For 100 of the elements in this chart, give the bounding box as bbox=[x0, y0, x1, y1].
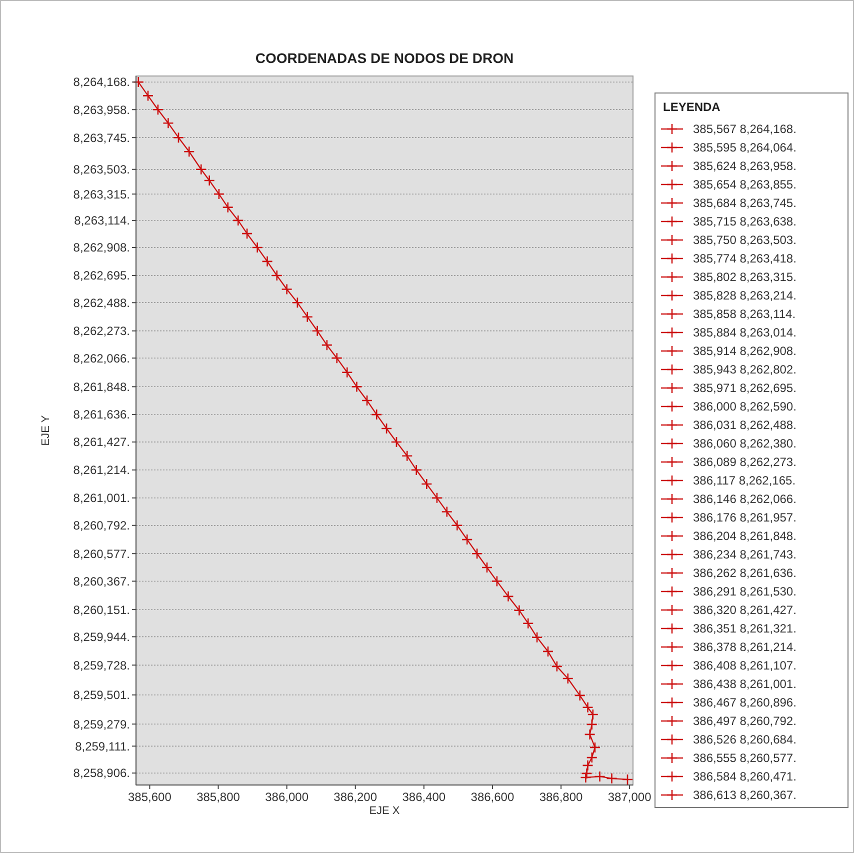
point bbox=[370, 408, 382, 420]
legend-label: 386,262 8,261,636. bbox=[693, 566, 796, 580]
point bbox=[142, 90, 154, 102]
legend-label: 386,555 8,260,577. bbox=[693, 751, 796, 766]
point bbox=[584, 728, 596, 740]
point bbox=[586, 752, 598, 764]
legend-label: 385,595 8,264,064. bbox=[693, 140, 796, 155]
point bbox=[281, 284, 292, 295]
legend-label: 385,971 8,262,695. bbox=[693, 381, 796, 396]
legend-label: 385,914 8,262,908. bbox=[693, 344, 796, 358]
point bbox=[542, 646, 554, 658]
point bbox=[262, 256, 273, 268]
y-tick-label: 8,261,848. bbox=[73, 380, 130, 394]
point bbox=[431, 492, 443, 504]
point bbox=[252, 242, 263, 254]
y-tick-label: 8,260,151. bbox=[73, 602, 130, 617]
point bbox=[152, 104, 164, 116]
y-tick-label: 8,262,908. bbox=[73, 240, 130, 255]
legend-label: 386,378 8,261,214. bbox=[693, 640, 796, 654]
x-tick-label: 387,000 bbox=[608, 790, 652, 804]
legend-label: 386,497 8,260,792. bbox=[693, 714, 796, 728]
legend-label: 386,060 8,262,380. bbox=[693, 436, 796, 451]
point bbox=[162, 117, 174, 129]
y-tick-label: 8,263,503. bbox=[73, 162, 130, 177]
legend-label: 385,884 8,263,014. bbox=[693, 326, 796, 340]
point bbox=[232, 214, 244, 226]
point bbox=[321, 339, 333, 351]
y-tick-label: 8,262,695. bbox=[73, 268, 130, 283]
point bbox=[183, 146, 195, 158]
x-tick-label: 386,800 bbox=[539, 790, 584, 804]
legend-label: 386,089 8,262,273. bbox=[693, 455, 796, 470]
legend-label: 386,584 8,260,471. bbox=[693, 770, 796, 784]
legend-label: 385,654 8,263,855. bbox=[693, 178, 796, 192]
y-tick-label: 8,262,488. bbox=[73, 296, 130, 310]
x-tick-label: 386,400 bbox=[402, 790, 446, 804]
y-tick-label: 8,259,279. bbox=[73, 717, 130, 732]
y-tick-label: 8,261,214. bbox=[73, 463, 130, 478]
point bbox=[292, 297, 304, 308]
point bbox=[502, 590, 514, 602]
legend-label: 386,408 8,261,107. bbox=[693, 658, 796, 673]
legend-label: 386,234 8,261,743. bbox=[693, 548, 796, 562]
y-tick-label: 8,259,501. bbox=[73, 688, 130, 702]
y-tick-label: 8,261,636. bbox=[73, 408, 130, 422]
point bbox=[531, 632, 543, 644]
point bbox=[222, 202, 234, 213]
legend-label: 385,858 8,263,114. bbox=[693, 307, 796, 322]
point bbox=[452, 520, 463, 532]
point bbox=[514, 604, 525, 616]
point bbox=[331, 352, 343, 364]
y-tick-label: 8,263,745. bbox=[73, 130, 130, 145]
legend-label: 385,943 8,262,802. bbox=[693, 362, 796, 377]
legend-label: 386,438 8,261,001. bbox=[693, 677, 796, 692]
point bbox=[312, 325, 323, 337]
point bbox=[622, 774, 634, 786]
y-tick-label: 8,259,728. bbox=[73, 658, 130, 672]
legend-label: 386,031 8,262,488. bbox=[693, 418, 796, 432]
y-tick-label: 8,259,944. bbox=[73, 630, 130, 644]
point bbox=[581, 768, 592, 780]
y-tick-label: 8,262,273. bbox=[73, 324, 130, 338]
y-tick-label: 8,260,792. bbox=[73, 518, 130, 533]
point bbox=[172, 132, 184, 144]
point bbox=[410, 464, 422, 476]
legend-label: 386,526 8,260,684. bbox=[693, 732, 796, 747]
legend-label: 386,204 8,261,848. bbox=[693, 529, 796, 544]
x-tick-label: 386,200 bbox=[334, 790, 378, 804]
point bbox=[241, 228, 253, 240]
legend-label: 386,176 8,261,957. bbox=[693, 510, 796, 525]
point bbox=[574, 690, 586, 702]
point bbox=[491, 576, 503, 587]
point bbox=[580, 772, 592, 784]
x-tick-label: 386,000 bbox=[265, 790, 309, 804]
legend-label: 385,684 8,263,745. bbox=[693, 196, 796, 210]
legend-label: 385,624 8,263,958. bbox=[693, 159, 796, 174]
legend-label: 385,567 8,264,168. bbox=[693, 122, 796, 136]
x-axis-title: EJE X bbox=[369, 805, 400, 817]
point bbox=[586, 718, 598, 730]
point bbox=[582, 760, 594, 772]
point bbox=[441, 506, 453, 518]
point bbox=[271, 270, 283, 282]
chart-title: COORDENADAS DE NODOS DE DRON bbox=[255, 50, 514, 66]
legend-label: 385,715 8,263,638. bbox=[693, 214, 796, 229]
point bbox=[551, 660, 563, 672]
point bbox=[380, 422, 392, 434]
y-tick-label: 8,260,577. bbox=[73, 546, 130, 561]
legend-label: 385,750 8,263,503. bbox=[693, 233, 796, 248]
legend-label: 386,320 8,261,427. bbox=[693, 603, 796, 618]
y-tick-label: 8,258,906. bbox=[73, 766, 130, 780]
point bbox=[351, 381, 362, 392]
legend-label: 385,828 8,263,214. bbox=[693, 288, 796, 303]
legend-label: 386,117 8,262,165. bbox=[693, 474, 796, 488]
point bbox=[461, 534, 473, 546]
x-tick-label: 386,600 bbox=[470, 790, 514, 804]
y-tick-label: 8,260,367. bbox=[73, 574, 130, 588]
point bbox=[471, 548, 483, 560]
legend-title: LEYENDA bbox=[663, 100, 721, 114]
legend-label: 386,351 8,261,321. bbox=[693, 622, 796, 636]
x-tick-label: 385,800 bbox=[196, 790, 240, 804]
point bbox=[195, 164, 207, 176]
y-tick-label: 8,259,111. bbox=[75, 739, 130, 754]
x-tick-label: 385,600 bbox=[128, 790, 172, 804]
